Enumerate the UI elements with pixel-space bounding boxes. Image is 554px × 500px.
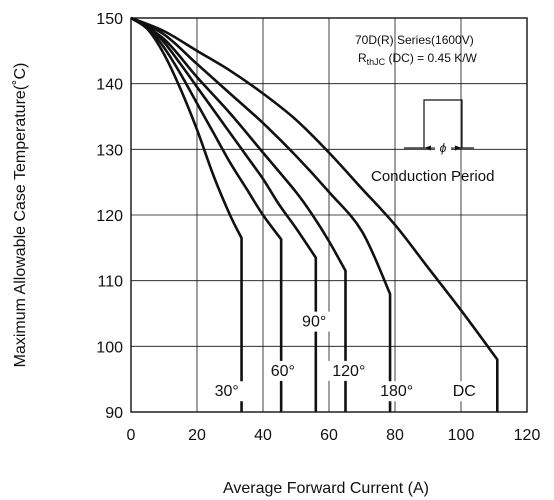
series-label: 60° <box>271 363 295 380</box>
annotation: 70D(R) Series(1600V) RthJC (DC) = 0.45 K… <box>355 33 494 185</box>
y-tick-label: 150 <box>96 11 123 28</box>
y-axis-title: Maximum Allowable Case Temperature(˚C) <box>12 63 29 368</box>
series-label: 120° <box>332 363 365 380</box>
x-tick-label: 120 <box>514 427 541 444</box>
curves: 30° 60° 90° 120° 180° DC <box>130 16 499 412</box>
x-tick-label: 40 <box>254 427 272 444</box>
series-line <box>130 16 347 412</box>
y-tick-label: 100 <box>96 339 123 356</box>
y-tick-label: 130 <box>96 142 123 159</box>
y-tick-label: 90 <box>105 405 123 422</box>
series-label-bg <box>375 381 418 402</box>
x-axis-title: Average Forward Current (A) <box>223 480 429 497</box>
plot-frame <box>130 17 528 413</box>
x-tick-label: 80 <box>386 427 404 444</box>
y-tick-label: 140 <box>96 77 123 94</box>
phi-label: ϕ <box>440 141 447 155</box>
x-tick-label: 0 <box>127 427 136 444</box>
ticks: 0 20 40 60 80 100 120 90 100 110 120 130 140 150 <box>96 11 540 444</box>
series-label: 30° <box>215 383 239 400</box>
y-tick-label: 110 <box>97 274 123 291</box>
series-line <box>130 16 499 412</box>
series-label-bg <box>327 360 370 381</box>
series-line <box>130 16 243 412</box>
annotation-rth: RthJC (DC) = 0.45 K/W <box>358 51 478 67</box>
series-line <box>130 16 392 412</box>
series-label: 180° <box>380 383 413 400</box>
x-tick-label: 100 <box>448 427 475 444</box>
conduction-period-label: Conduction Period <box>371 168 494 185</box>
x-tick-label: 20 <box>188 427 206 444</box>
series-label: 90° <box>302 314 326 331</box>
x-tick-label: 60 <box>320 427 338 444</box>
series-label: DC <box>453 383 476 400</box>
series-line <box>130 16 318 412</box>
series-label-bg <box>266 360 300 381</box>
y-tick-label: 120 <box>96 208 123 225</box>
annotation-series: 70D(R) Series(1600V) <box>355 33 474 47</box>
grid <box>131 18 527 412</box>
series-label-bg <box>210 381 244 402</box>
series-line <box>130 16 283 412</box>
series-label-bg <box>452 381 477 402</box>
series-label-bg <box>297 311 331 332</box>
